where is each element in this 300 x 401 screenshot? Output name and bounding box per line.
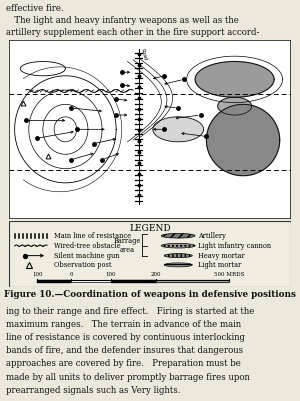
- Polygon shape: [218, 97, 251, 115]
- Text: line of resistance is covered by continuous interlocking: line of resistance is covered by continu…: [6, 333, 245, 342]
- Text: 100: 100: [32, 272, 43, 277]
- Text: approaches are covered by fire.   Preparation must be: approaches are covered by fire. Preparat…: [6, 359, 241, 369]
- Text: Light infantry cannon: Light infantry cannon: [198, 242, 271, 250]
- Text: Artillery: Artillery: [198, 232, 226, 240]
- FancyBboxPatch shape: [9, 221, 291, 287]
- Text: effective fire.: effective fire.: [6, 4, 64, 13]
- Text: LEGEND: LEGEND: [129, 224, 171, 233]
- Ellipse shape: [164, 263, 192, 267]
- Text: Heavy mortar: Heavy mortar: [198, 251, 245, 259]
- Text: made by all units to deliver promptly barrage fires upon: made by all units to deliver promptly ba…: [6, 373, 250, 382]
- Text: 0: 0: [69, 272, 73, 277]
- Text: Silent machine gun: Silent machine gun: [54, 251, 120, 259]
- Polygon shape: [195, 61, 274, 97]
- Text: Road: Road: [140, 49, 148, 61]
- Text: 200: 200: [150, 272, 161, 277]
- Text: ing to their range and fire effect.   Firing is started at the: ing to their range and fire effect. Firi…: [6, 307, 254, 316]
- Text: Barrage
area: Barrage area: [114, 237, 141, 254]
- Text: The light and heavy infantry weapons as well as the: The light and heavy infantry weapons as …: [6, 16, 239, 25]
- Text: 500 MRDS: 500 MRDS: [214, 272, 244, 277]
- Ellipse shape: [161, 233, 195, 238]
- Text: Main line of resistance: Main line of resistance: [54, 232, 131, 240]
- Text: maximum ranges.   The terrain in advance of the main: maximum ranges. The terrain in advance o…: [6, 320, 241, 329]
- Text: Observation post: Observation post: [54, 261, 112, 269]
- Text: prearranged signals such as Very lights.: prearranged signals such as Very lights.: [6, 386, 181, 395]
- Ellipse shape: [161, 243, 195, 248]
- Polygon shape: [153, 117, 204, 142]
- FancyBboxPatch shape: [9, 40, 291, 219]
- Text: 100: 100: [105, 272, 116, 277]
- Text: Figure 10.—Coordination of weapons in defensive positions: Figure 10.—Coordination of weapons in de…: [4, 290, 296, 299]
- Ellipse shape: [164, 254, 192, 257]
- Text: bands of fire, and the defender insures that dangerous: bands of fire, and the defender insures …: [6, 346, 243, 355]
- Polygon shape: [206, 104, 280, 176]
- Text: artillery supplement each other in the fire support accord-: artillery supplement each other in the f…: [6, 28, 260, 36]
- Text: Wired-tree obstacle: Wired-tree obstacle: [54, 242, 121, 250]
- Text: Light mortar: Light mortar: [198, 261, 241, 269]
